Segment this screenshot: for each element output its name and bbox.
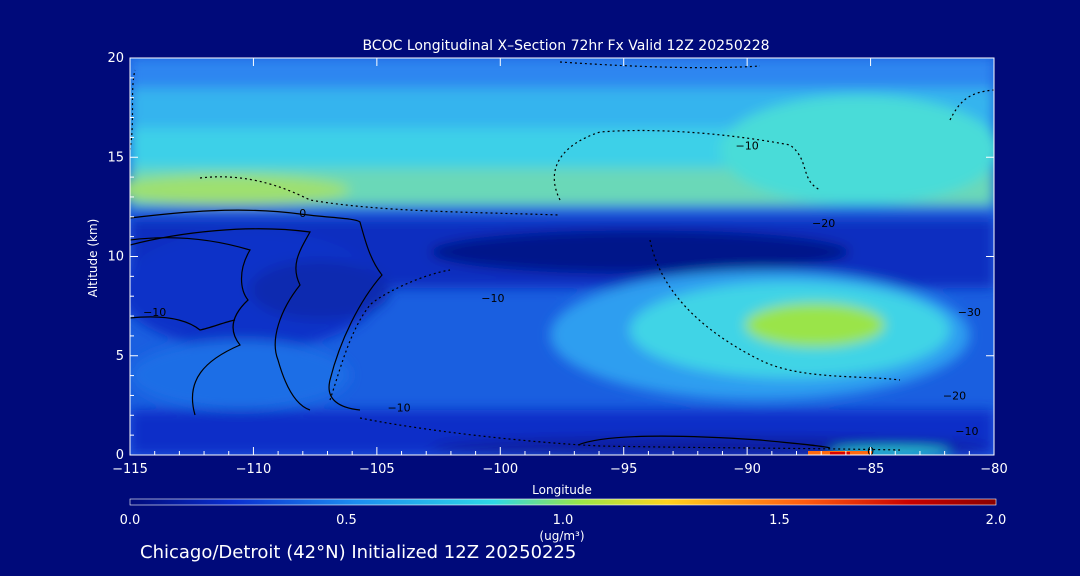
- x-tick-label: −105: [359, 462, 395, 477]
- contour-label: 0: [299, 207, 306, 220]
- colorbar-ticks: 0.0 0.5 1.0 1.5 2.0: [120, 513, 1007, 528]
- contour-dotted-7: [559, 61, 761, 69]
- contour-label: −20: [812, 217, 835, 230]
- x-tick-label: −115: [112, 462, 148, 477]
- footer-caption: Chicago/Detroit (42°N) Initialized 12Z 2…: [140, 542, 577, 563]
- contour-solid-4: [577, 435, 831, 449]
- contour-dotted-1: [329, 269, 451, 401]
- contour-lines: [130, 61, 994, 451]
- chart-title: BCOC Longitudinal X–Section 72hr Fx Vali…: [362, 38, 769, 54]
- contour-label: −20: [943, 389, 966, 402]
- y-axis: 0 5 10 15 20: [107, 51, 994, 463]
- colorbar: [129, 498, 997, 506]
- x-tick-label: −90: [733, 462, 760, 477]
- contour-label: −10: [955, 425, 978, 438]
- y-tick-label: 15: [107, 150, 124, 165]
- contour-solid-3: [130, 316, 236, 331]
- contour-label: −10: [481, 292, 504, 305]
- y-tick-label: 20: [107, 51, 124, 66]
- contour-label: −30: [958, 306, 981, 319]
- x-axis-label: Longitude: [532, 483, 592, 497]
- colorbar-tick-label: 0.0: [120, 513, 141, 528]
- contour-solid-2: [130, 237, 251, 416]
- contour-label: −10: [387, 401, 410, 414]
- contour-labels: 0−10−10−10−10−20−30−20−100: [143, 139, 981, 458]
- contour-dotted-6: [949, 89, 994, 121]
- colorbar-tick-label: 1.0: [553, 513, 574, 528]
- contour-dotted-3: [649, 239, 901, 381]
- contour-solid-0: [130, 209, 383, 411]
- colorbar-tick-label: 1.5: [769, 513, 790, 528]
- contour-label: −10: [736, 139, 759, 152]
- x-tick-label: −95: [610, 462, 637, 477]
- x-tick-label: −110: [236, 462, 272, 477]
- contour-solid-1: [130, 228, 311, 411]
- x-tick-label: −80: [980, 462, 1007, 477]
- concentration-field: [130, 58, 994, 455]
- contour-label: −10: [143, 306, 166, 319]
- y-tick-label: 5: [116, 349, 124, 364]
- colorbar-unit-label: (ug/m³): [539, 529, 584, 543]
- colorbar-tick-label: 2.0: [986, 513, 1007, 528]
- y-tick-label: 0: [116, 448, 124, 463]
- colorbar-tick-label: 0.5: [336, 513, 357, 528]
- y-axis-label: Altitude (km): [86, 219, 100, 298]
- x-tick-label: −100: [482, 462, 518, 477]
- y-tick-label: 10: [107, 250, 124, 265]
- x-tick-label: −85: [857, 462, 884, 477]
- contour-dotted-2: [553, 129, 821, 201]
- x-axis: −115 −110 −105 −100 −95 −90 −85 −80: [112, 58, 1008, 477]
